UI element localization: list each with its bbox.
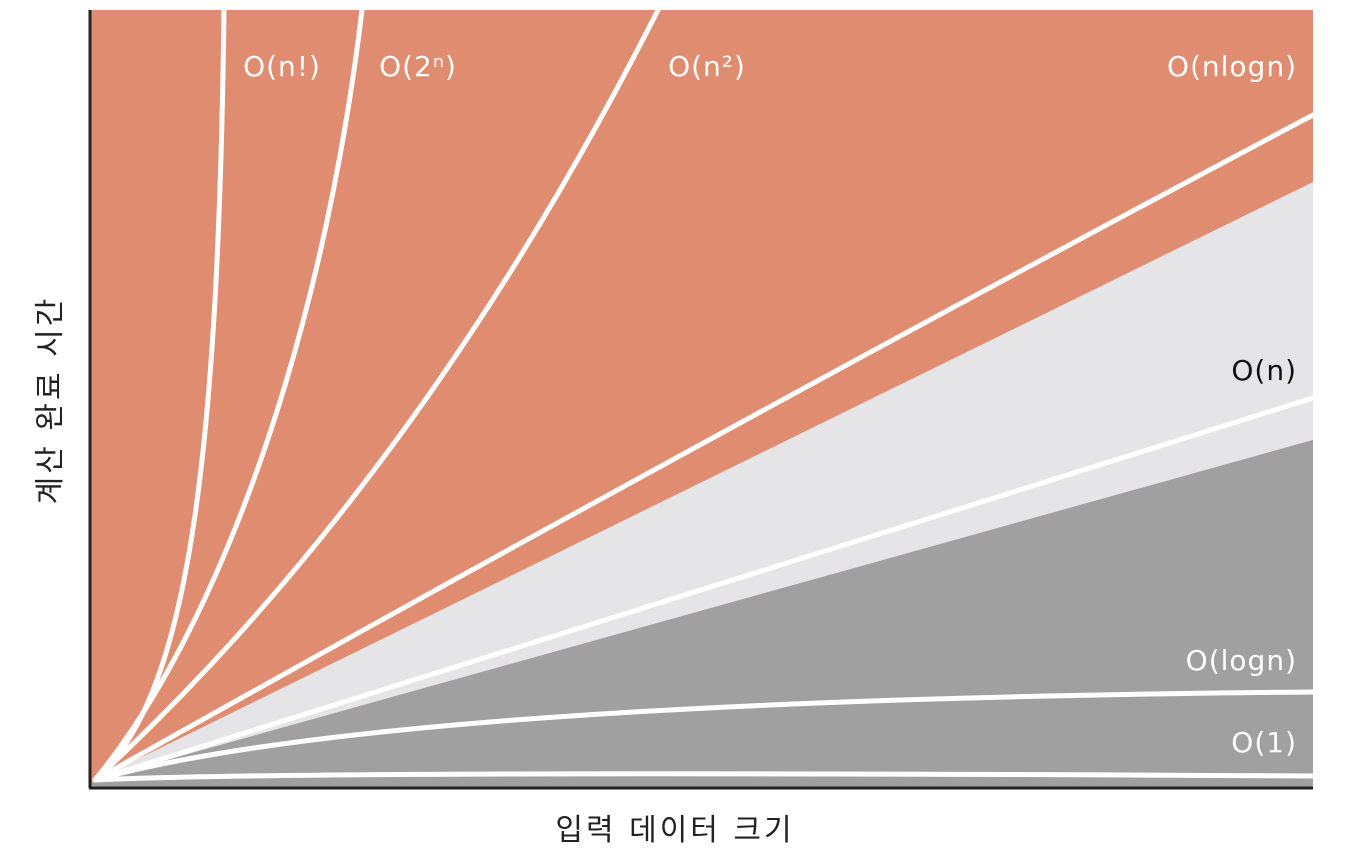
curve-label: O(n!) xyxy=(243,50,321,83)
curve-quadratic xyxy=(92,7,661,783)
y-axis-title: 계산 완료 시간 xyxy=(33,296,68,505)
curve-label: O(nlogn) xyxy=(1167,50,1297,83)
x-axis-title: 입력 데이터 크기 xyxy=(555,813,794,848)
curve-exponential xyxy=(92,7,365,783)
curve-nlogn xyxy=(92,112,1316,783)
curve-linear xyxy=(92,395,1316,783)
curve-label: O(n²) xyxy=(668,50,746,83)
curve-label: O(logn) xyxy=(1186,644,1297,677)
medium-region xyxy=(95,182,1313,780)
curve-label: O(2ⁿ) xyxy=(379,50,457,83)
curve-label: O(n) xyxy=(1231,354,1297,387)
curve-constant xyxy=(92,771,1316,783)
fast-region xyxy=(90,440,1313,788)
curve-label: O(1) xyxy=(1231,726,1297,759)
curve-log xyxy=(92,689,1316,783)
